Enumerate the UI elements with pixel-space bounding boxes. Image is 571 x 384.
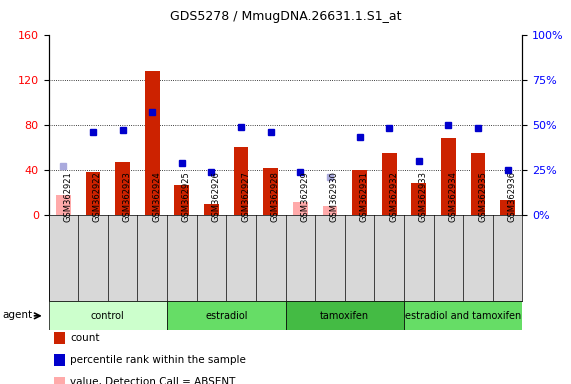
Text: GSM362934: GSM362934: [448, 171, 457, 222]
Text: percentile rank within the sample: percentile rank within the sample: [70, 355, 246, 365]
Bar: [441, 138, 456, 215]
Bar: [115, 162, 130, 215]
Text: agent: agent: [2, 310, 33, 320]
Bar: [56, 195, 71, 215]
Text: GSM362928: GSM362928: [271, 171, 280, 222]
Bar: [174, 185, 189, 215]
Bar: [263, 168, 278, 215]
Text: control: control: [91, 311, 124, 321]
Text: GSM362930: GSM362930: [330, 171, 339, 222]
Text: tamoxifen: tamoxifen: [320, 311, 369, 321]
Text: GSM362924: GSM362924: [152, 171, 161, 222]
Text: estradiol: estradiol: [205, 311, 247, 321]
Text: value, Detection Call = ABSENT: value, Detection Call = ABSENT: [70, 377, 236, 384]
Text: GSM362931: GSM362931: [360, 171, 368, 222]
Bar: [86, 172, 100, 215]
Bar: [167, 301, 286, 330]
Text: GSM362935: GSM362935: [478, 171, 487, 222]
Bar: [234, 147, 248, 215]
Bar: [382, 153, 397, 215]
Text: estradiol and tamoxifen: estradiol and tamoxifen: [405, 311, 521, 321]
Bar: [145, 71, 160, 215]
Bar: [49, 301, 167, 330]
Text: GDS5278 / MmugDNA.26631.1.S1_at: GDS5278 / MmugDNA.26631.1.S1_at: [170, 10, 401, 23]
Bar: [293, 202, 308, 215]
Text: GSM362932: GSM362932: [389, 171, 398, 222]
Bar: [411, 184, 426, 215]
Text: GSM362929: GSM362929: [300, 171, 309, 222]
Bar: [500, 200, 515, 215]
Text: GSM362922: GSM362922: [93, 171, 102, 222]
Text: GSM362936: GSM362936: [508, 171, 517, 222]
Bar: [471, 153, 485, 215]
Text: GSM362927: GSM362927: [241, 171, 250, 222]
Text: GSM362923: GSM362923: [123, 171, 131, 222]
Bar: [404, 301, 522, 330]
Bar: [204, 204, 219, 215]
Bar: [286, 301, 404, 330]
Text: count: count: [70, 333, 100, 343]
Bar: [323, 206, 337, 215]
Text: GSM362933: GSM362933: [419, 171, 428, 222]
Text: GSM362921: GSM362921: [63, 171, 73, 222]
Text: GSM362926: GSM362926: [211, 171, 220, 222]
Text: GSM362925: GSM362925: [182, 171, 191, 222]
Bar: [352, 170, 367, 215]
